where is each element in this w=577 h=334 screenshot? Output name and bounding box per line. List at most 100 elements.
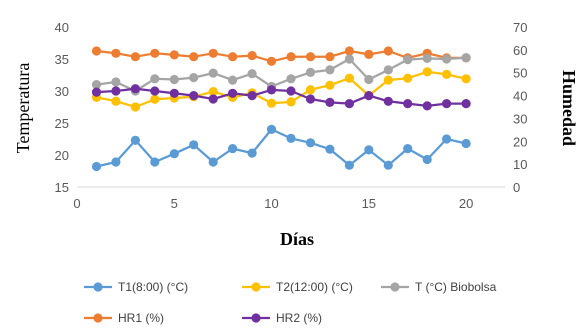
series-1-point (130, 135, 140, 145)
series-1-point (461, 138, 471, 149)
series-2-point (266, 98, 277, 108)
series-4-point (344, 46, 354, 56)
y-left-tick-label: 35 (55, 52, 69, 67)
series-1-point (228, 144, 238, 154)
series-1-point (305, 138, 316, 148)
y-right-tick-label: 10 (513, 157, 527, 172)
series-3-point (247, 69, 257, 79)
series-5-point (228, 88, 238, 98)
series-1-point (208, 157, 218, 167)
series-3-point (228, 75, 238, 85)
x-tick-label: 5 (171, 196, 178, 211)
series-2-point (325, 80, 335, 90)
series-4-point (325, 52, 335, 62)
y-right-tick-label: 70 (513, 20, 527, 35)
x-tick-label: 0 (73, 196, 80, 211)
series-4-point (91, 46, 102, 56)
series-1-point (286, 133, 296, 143)
series-4-point (383, 46, 393, 56)
series-1-point (403, 144, 413, 154)
series-4-point (150, 48, 160, 58)
y-right-tick-label: 50 (513, 66, 527, 81)
series-1-point (442, 134, 452, 144)
series-4-point (111, 48, 121, 58)
legend-swatch-marker (251, 313, 261, 323)
legend-label: T1(8:00) (°C) (118, 280, 188, 294)
series-4-point (364, 49, 374, 60)
series-3-point (325, 65, 335, 75)
series-4-point (286, 52, 296, 62)
series-5-point (208, 94, 218, 104)
series-5-point (91, 87, 102, 97)
series-4-point (266, 56, 277, 66)
series-3-point (91, 80, 102, 90)
y-right-tick-label: 60 (513, 43, 527, 58)
series-5-point (305, 94, 316, 104)
series-2-point (286, 97, 296, 107)
series-1-point (91, 161, 102, 172)
legend-label: T2(12:00) (°C) (276, 280, 353, 294)
series-3-point (189, 73, 199, 83)
series-5-point (189, 91, 199, 101)
series-1-point (169, 149, 179, 159)
series-4-point (130, 52, 140, 62)
series-5-point (383, 96, 393, 106)
y-left-tick-label: 25 (55, 116, 69, 131)
series-2-point (403, 73, 413, 83)
series-5-point (325, 97, 335, 107)
series-5-point (364, 91, 374, 101)
legend-item-5: HR2 (%) (242, 311, 322, 325)
series-2-point (130, 102, 140, 112)
series-2-point (383, 75, 393, 85)
y-left-tick-label: 30 (55, 84, 69, 99)
series-1-point (189, 140, 199, 150)
series-2-point (442, 69, 452, 79)
y-axis-left-title: Temperatura (13, 63, 33, 154)
series-4-point (305, 52, 316, 62)
series-2-point (461, 74, 471, 84)
series-1-point (383, 160, 393, 170)
series-2-point (208, 87, 218, 97)
legend-swatch-marker (251, 282, 261, 292)
series-3-point (344, 54, 354, 64)
series-3-point (403, 55, 413, 65)
series-2-point (344, 73, 354, 83)
series-5-point (247, 91, 257, 101)
series-5-point (169, 88, 179, 98)
series-2-point (150, 94, 160, 104)
series-5-point (266, 85, 277, 95)
series-3-point (111, 77, 121, 87)
legend-label: HR2 (%) (276, 311, 322, 325)
series-5-point (461, 99, 471, 109)
series-1-point (325, 144, 335, 154)
series-4-point (247, 51, 257, 61)
x-tick-label: 10 (264, 196, 278, 211)
series-3-point (150, 74, 160, 84)
series-3-point (169, 74, 179, 85)
legend-swatch-marker (93, 282, 103, 292)
series-3-point (208, 68, 218, 78)
series-5-point (344, 99, 354, 109)
series-1-point (364, 145, 374, 155)
series-4-point (169, 50, 179, 60)
series-3-point (383, 65, 393, 75)
series-5-point (150, 86, 160, 96)
x-tick-label: 15 (362, 196, 376, 211)
series-3-point (364, 74, 374, 85)
series-1-point (344, 160, 354, 170)
legend-label: T (°C) Biobolsa (415, 280, 497, 294)
legend-label: HR1 (%) (118, 311, 164, 325)
legend-item-2: T2(12:00) (°C) (242, 280, 353, 294)
series-3-point (305, 67, 316, 77)
series-5-point (442, 99, 452, 109)
series-1-point (150, 157, 160, 167)
series-4-point (189, 52, 199, 62)
series-5-point (111, 86, 121, 96)
y-left-tick-label: 15 (55, 180, 69, 195)
series-1-point (111, 157, 121, 167)
series-2-point (305, 85, 316, 95)
y-right-tick-label: 30 (513, 111, 527, 126)
series-1-point (266, 124, 277, 134)
